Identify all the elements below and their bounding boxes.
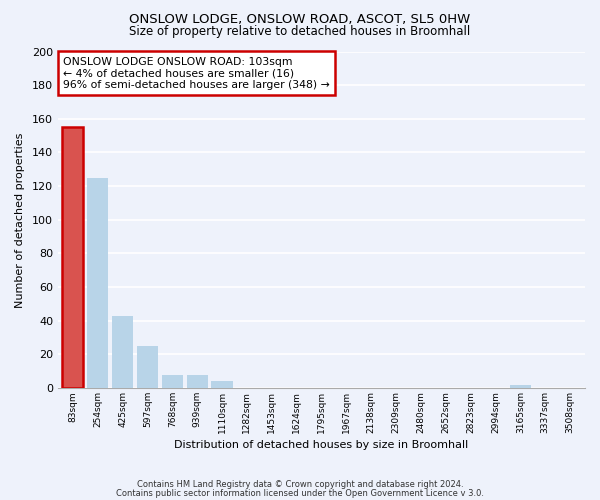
Bar	[162, 374, 183, 388]
Bar	[510, 385, 531, 388]
X-axis label: Distribution of detached houses by size in Broomhall: Distribution of detached houses by size …	[175, 440, 469, 450]
Text: ONSLOW LODGE ONSLOW ROAD: 103sqm
← 4% of detached houses are smaller (16)
96% of: ONSLOW LODGE ONSLOW ROAD: 103sqm ← 4% of…	[63, 56, 330, 90]
Text: Size of property relative to detached houses in Broomhall: Size of property relative to detached ho…	[130, 25, 470, 38]
Text: Contains HM Land Registry data © Crown copyright and database right 2024.: Contains HM Land Registry data © Crown c…	[137, 480, 463, 489]
Bar	[62, 127, 83, 388]
Bar	[112, 316, 133, 388]
Text: Contains public sector information licensed under the Open Government Licence v : Contains public sector information licen…	[116, 488, 484, 498]
Y-axis label: Number of detached properties: Number of detached properties	[15, 132, 25, 308]
Text: ONSLOW LODGE, ONSLOW ROAD, ASCOT, SL5 0HW: ONSLOW LODGE, ONSLOW ROAD, ASCOT, SL5 0H…	[130, 12, 470, 26]
Bar	[211, 382, 233, 388]
Bar	[62, 127, 83, 388]
Bar	[87, 178, 108, 388]
Bar	[137, 346, 158, 388]
Bar	[187, 374, 208, 388]
